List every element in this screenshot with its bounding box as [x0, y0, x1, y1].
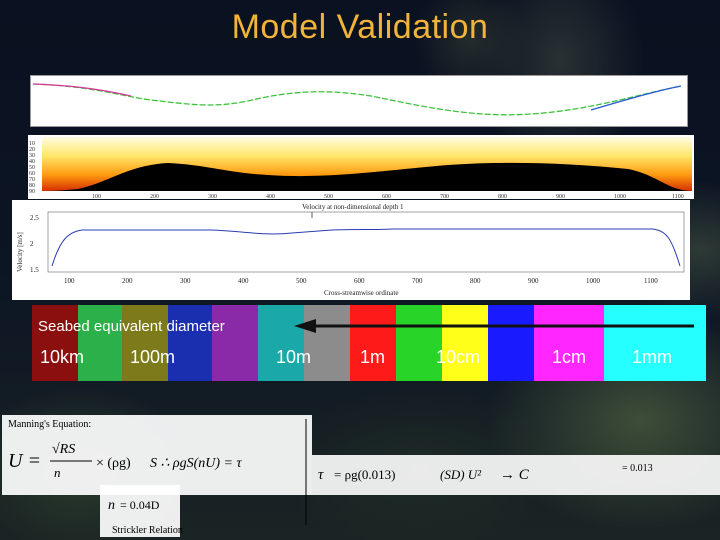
seabed-band [604, 305, 706, 381]
seabed-band [32, 305, 78, 381]
size-label-10m: 10m [276, 347, 312, 367]
x-tick-label: 200 [122, 277, 133, 285]
formula-panel: Manning's Equation: U = √RS n × (ρg) S ∴… [2, 415, 720, 537]
seabed-band [304, 305, 350, 381]
x-tick-label: 800 [470, 277, 481, 285]
y-tick-label: 2.5 [30, 214, 39, 222]
velocity-plot-ylabel: Velocity [m/s] [16, 232, 24, 272]
seabed-band [122, 305, 168, 381]
x-tick-label: 900 [528, 277, 539, 285]
seabed-band [168, 305, 212, 381]
seabed-band [258, 305, 304, 381]
y-tick-label: 1.5 [30, 266, 39, 274]
depth-profile-line-right [590, 85, 682, 111]
x-tick-label: 600 [354, 277, 365, 285]
y-tick-label: 40 [29, 159, 35, 165]
y-tick-label: 70 [29, 177, 35, 183]
heatmap-field [42, 137, 692, 191]
seabed-band [442, 305, 488, 381]
manning-denominator: n [54, 465, 61, 480]
velocity-line-panel: Velocity at non-dimensional depth 1 Velo… [12, 200, 690, 300]
x-tick-label: 1000 [614, 194, 626, 199]
manning-equation-label: Manning's Equation: [8, 419, 91, 430]
tau-rough-tail: (SD) U² [440, 467, 482, 482]
x-tick-label: 300 [180, 277, 191, 285]
n-rough-value: = 0.04D [120, 498, 160, 512]
x-tick-label: 100 [64, 277, 75, 285]
velocity-plot-xlabel: Cross-streamwise ordinate [324, 289, 398, 297]
seabed-band [396, 305, 442, 381]
manning-u: U = [8, 450, 41, 472]
x-tick-label: 1000 [586, 277, 601, 285]
y-tick-label: 10 [29, 141, 35, 147]
x-tick-label: 600 [382, 194, 391, 199]
x-tick-label: 500 [296, 277, 307, 285]
y-tick-label: 90 [29, 189, 35, 195]
seabed-label: Seabed equivalent diameter [38, 318, 225, 335]
seabed-band [488, 305, 534, 381]
x-tick-label: 300 [208, 194, 217, 199]
size-label-10km: 10km [40, 347, 85, 367]
size-label-100m: 100m [130, 347, 176, 367]
seabed-color-bands [32, 305, 706, 381]
x-tick-label: 900 [556, 194, 565, 199]
velocity-plot-title: Velocity at non-dimensional depth 1 [302, 203, 404, 211]
manning-rhs: × (ρg) [96, 456, 131, 471]
y-tick-label: 80 [29, 183, 35, 189]
velocity-heatmap-panel: 10 20 30 40 50 60 70 80 90 100 200 300 400 500 600 700… [28, 135, 694, 200]
x-tick-label: 400 [238, 277, 249, 285]
size-label-1mm: 1mm [632, 347, 672, 367]
x-tick-label: 200 [150, 194, 159, 199]
x-tick-label: 700 [440, 194, 449, 199]
x-tick-label: 1100 [672, 194, 684, 199]
manning-numerator: √RS [52, 442, 75, 457]
strickler-label: Strickler Relation [112, 525, 183, 536]
x-tick-label: 100 [92, 194, 101, 199]
n-rough: n [108, 498, 115, 513]
depth-profile-plot [32, 83, 682, 116]
seabed-band [212, 305, 258, 381]
cf-arrow: → C [500, 467, 530, 483]
x-tick-label: 500 [324, 194, 333, 199]
depth-profile-panel [30, 75, 688, 127]
velocity-line-plot: Velocity at non-dimensional depth 1 Velo… [16, 203, 685, 297]
x-tick-label: 700 [412, 277, 423, 285]
depth-profile-line-left [32, 83, 132, 97]
x-tick-label: 400 [266, 194, 275, 199]
seabed-band [78, 305, 122, 381]
y-tick-label: 60 [29, 171, 35, 177]
depth-profile-line [32, 83, 682, 116]
y-tick-label: 30 [29, 153, 35, 159]
tau-rough: τ [318, 467, 324, 483]
seabed-arrow [294, 319, 694, 333]
size-label-1m: 1m [360, 347, 386, 367]
seabed-band [350, 305, 396, 381]
manning-tail: S ∴ ρgS(nU) = τ [150, 456, 243, 471]
size-label-1cm: 1cm [552, 347, 587, 367]
y-tick-label: 20 [29, 147, 35, 153]
velocity-curve [51, 228, 681, 267]
cf-value: = 0.013 [622, 463, 653, 474]
x-tick-label: 1100 [644, 277, 658, 285]
y-tick-label: 50 [29, 165, 35, 171]
seabed-band [534, 305, 604, 381]
x-tick-label: 800 [498, 194, 507, 199]
page-title: Model Validation [231, 8, 489, 46]
size-label-10cm: 10cm [436, 347, 481, 367]
y-tick-label: 2 [30, 240, 34, 248]
tau-rough-value: = ρg(0.013) [334, 467, 395, 482]
